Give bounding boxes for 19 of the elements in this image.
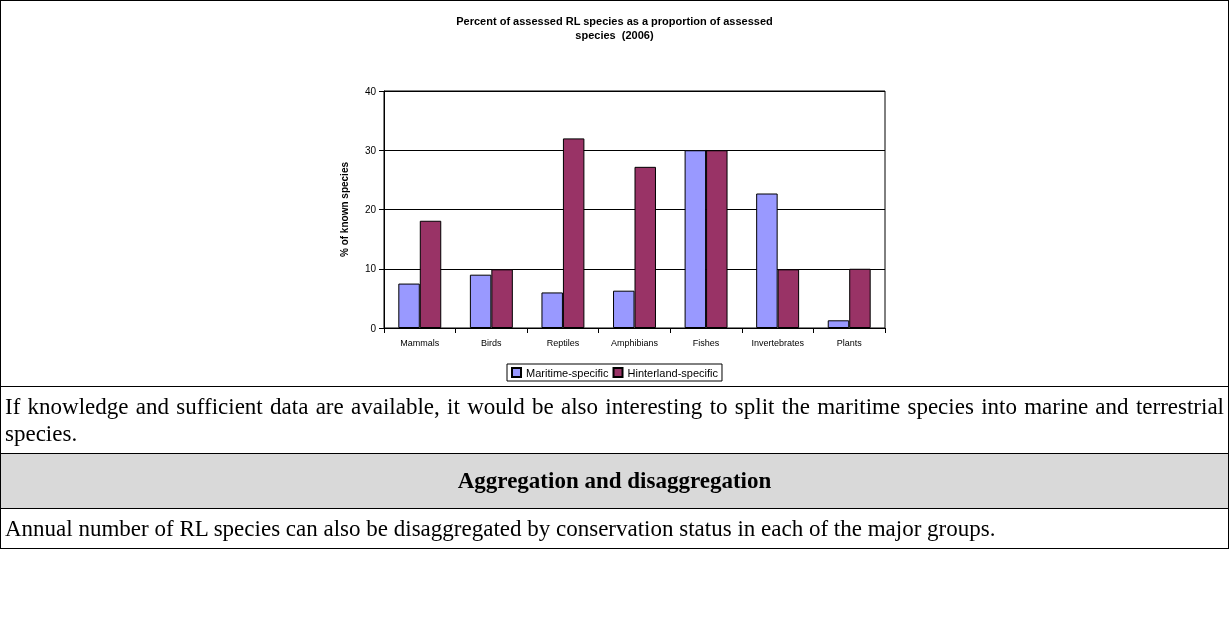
y-axis-title: % of known species xyxy=(338,161,350,258)
y-tick-label: 40 xyxy=(364,85,377,97)
y-tick-label: 20 xyxy=(364,204,377,215)
y-tick-label: 30 xyxy=(364,144,377,156)
y-tick-label: 0 xyxy=(370,322,377,334)
x-tick-label: Invertebrates xyxy=(751,337,805,348)
x-tick-label: Plants xyxy=(836,337,863,348)
text: Annual number of RL species can also be disaggregated by conservation status in each of the major groups. xyxy=(4,515,997,543)
x-tick-label: Fishes xyxy=(692,337,720,348)
x-tick-label: Reptiles xyxy=(546,337,580,348)
x-tick-label: Mammals xyxy=(400,337,440,348)
legend-label: Hinterland-specific xyxy=(627,366,719,379)
text: Aggregation and disaggregation xyxy=(1,453,1228,509)
chart-title: Percent of assessed RL species as a proportion of assessed species (2006) xyxy=(456,15,773,41)
text: If knowledge and sufficient data are available, it would be also interesting to split the maritime species into marine and terrestrial species. xyxy=(4,393,1225,448)
x-tick-label: Amphibians xyxy=(610,337,659,348)
legend-label: Maritime-specific xyxy=(526,366,610,379)
x-tick-label: Birds xyxy=(481,337,503,348)
y-tick-label: 10 xyxy=(364,263,377,275)
